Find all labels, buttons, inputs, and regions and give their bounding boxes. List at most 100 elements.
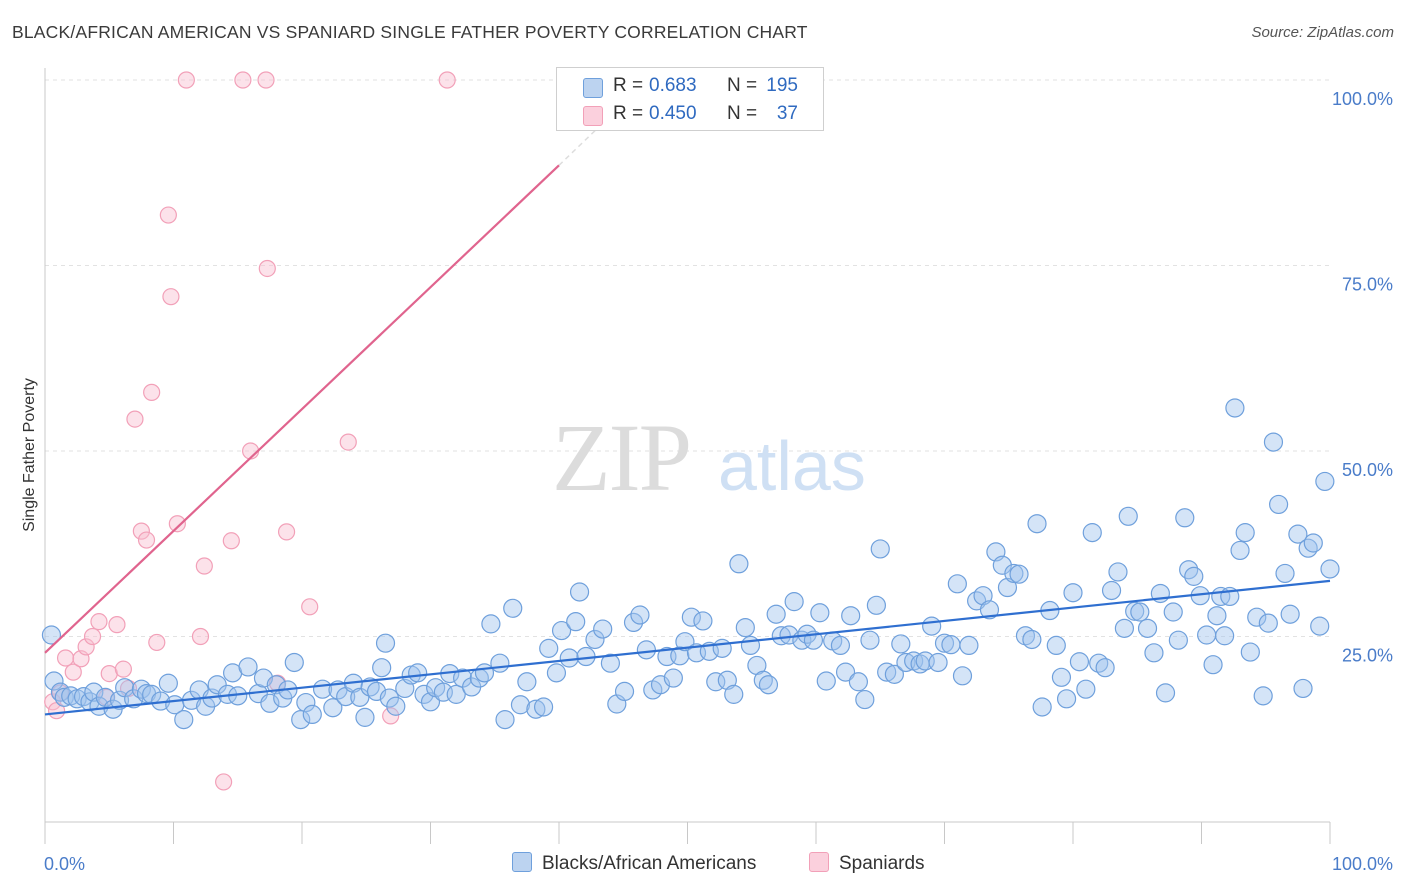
blacks-point	[1247, 607, 1267, 627]
blacks-point	[1184, 566, 1204, 586]
blacks-point	[1275, 563, 1295, 584]
blacks-point	[109, 690, 130, 710]
blacks-point	[1298, 538, 1318, 558]
blacks-point	[350, 687, 370, 707]
x-tick-label: 0.0%	[44, 854, 85, 874]
blacks-point	[941, 635, 961, 655]
spaniards-point	[215, 773, 233, 791]
y-tick-labels: 25.0% 50.0% 75.0% 100.0%	[1332, 89, 1393, 666]
blacks-point	[1137, 618, 1158, 638]
blacks-point	[979, 600, 1000, 620]
blacks-points	[41, 398, 1340, 730]
spaniards-point	[277, 523, 296, 541]
blacks-point	[490, 653, 510, 673]
blacks-point	[1225, 398, 1245, 418]
blacks-point	[539, 638, 559, 658]
spaniards-point	[195, 557, 213, 575]
spaniards-point	[143, 383, 161, 401]
blacks-point	[928, 652, 948, 673]
y-tick-label: 25.0%	[1342, 646, 1393, 666]
blacks-point	[1063, 583, 1083, 603]
blacks-point	[1303, 533, 1323, 553]
blacks-point	[1095, 658, 1115, 678]
blacks-point	[1197, 625, 1217, 645]
blacks-point	[860, 630, 880, 650]
blacks-point	[717, 670, 737, 690]
blacks-point	[636, 640, 656, 660]
blacks-point	[1258, 613, 1278, 633]
blacks-point	[593, 619, 613, 639]
blacks-point	[1027, 514, 1047, 534]
blacks-point	[693, 611, 713, 631]
spaniards-point	[257, 71, 275, 89]
spaniards-point	[234, 71, 252, 89]
blacks-point	[835, 662, 856, 682]
blacks-point	[44, 671, 64, 691]
spaniards-trendline-extension	[558, 127, 599, 166]
blacks-point	[952, 666, 973, 686]
blacks-point	[1268, 494, 1289, 515]
blacks-point	[546, 663, 567, 683]
blacks-point	[1076, 679, 1096, 699]
blacks-point	[174, 710, 194, 730]
blacks-point	[566, 612, 586, 632]
blacks-point	[1069, 652, 1090, 672]
blacks-point	[1215, 626, 1235, 646]
blacks-point	[675, 632, 695, 652]
blacks-point	[302, 704, 322, 725]
blacks-point	[891, 634, 911, 654]
blacks-point	[375, 633, 396, 653]
blacks-point	[663, 668, 683, 688]
blacks-point	[551, 620, 572, 641]
bottom-legend-blue-swatch	[512, 852, 532, 872]
blacks-point	[758, 675, 779, 695]
blacks-point	[771, 626, 791, 646]
blacks-point	[1207, 606, 1227, 626]
blacks-point	[238, 657, 258, 677]
blacks-point	[1288, 524, 1308, 544]
x-tick-labels: 0.0% 100.0%	[44, 854, 1393, 874]
blacks-point	[740, 635, 761, 656]
stats-legend: R = 0.683 N = 195 R = 0.450 N = 37	[556, 67, 824, 131]
blacks-point	[896, 652, 916, 673]
spaniards-point	[258, 259, 276, 278]
blacks-point	[810, 603, 830, 623]
spaniards-point	[148, 633, 166, 652]
blue-n-label: N =	[727, 75, 758, 96]
trendlines	[44, 127, 1331, 716]
spaniards-point	[64, 663, 82, 681]
watermark-atlas: atlas	[718, 427, 866, 505]
y-tick-label: 75.0%	[1342, 275, 1393, 295]
blue-r-label: R =	[613, 75, 644, 96]
spaniards-point	[132, 522, 150, 540]
spaniards-point	[159, 206, 177, 224]
spaniards-point	[100, 664, 118, 683]
blue-n-value: 195	[766, 75, 798, 96]
blacks-point	[766, 604, 786, 624]
blacks-point	[1056, 689, 1077, 709]
blacks-point	[735, 617, 755, 638]
bottom-legend-blue-label: Blacks/African Americans	[542, 853, 757, 874]
blacks-point	[1163, 602, 1183, 622]
blacks-point	[934, 633, 955, 653]
blacks-trendline	[44, 579, 1331, 716]
blacks-point	[1009, 564, 1029, 584]
blacks-point	[670, 646, 690, 666]
blacks-point	[855, 689, 875, 710]
spaniards-point	[168, 515, 186, 533]
blacks-point	[870, 539, 890, 559]
blacks-point	[408, 663, 428, 683]
watermark-zip: ZIP	[552, 404, 690, 511]
spaniards-point	[177, 71, 195, 89]
bottom-legend-pink: Spaniards	[809, 852, 925, 875]
blacks-point	[1203, 655, 1223, 675]
spaniards-point	[77, 638, 95, 656]
spaniards-point	[438, 71, 456, 89]
pink-r-value: 0.450	[649, 103, 697, 124]
blacks-point	[729, 554, 749, 574]
blacks-point	[1022, 629, 1042, 650]
bottom-legend-pink-swatch	[809, 852, 829, 872]
blacks-point	[1118, 506, 1138, 526]
spaniards-point	[126, 410, 144, 428]
blacks-point	[848, 672, 869, 692]
